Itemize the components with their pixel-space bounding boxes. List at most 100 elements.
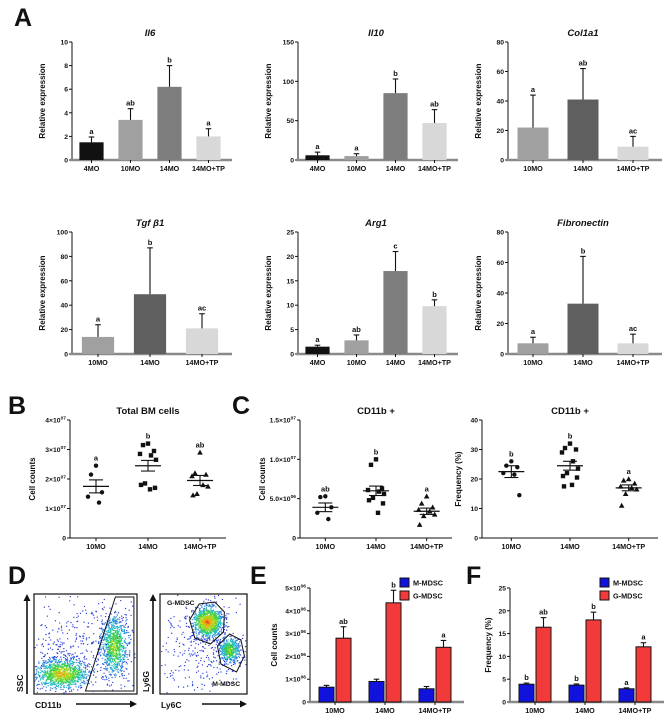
svg-text:0: 0 xyxy=(474,536,478,543)
svg-text:a: a xyxy=(89,127,94,136)
col1a1-svg: 0 20 40 60 80 10MO a 14MO ab 14MO+TP ac Col1a1 Relat… xyxy=(474,28,662,173)
panel-c-label: C xyxy=(232,392,251,420)
cd11b_freq-svg: 0 10 20 30 40 10MO b 14MO b 14MO+TP a CD11b + Freque… xyxy=(454,406,658,551)
svg-text:M-MDSC: M-MDSC xyxy=(212,681,240,688)
fibronectin-svg: 0 20 40 60 80 10MO a 14MO b 14MO+TP ac Fibronectin R… xyxy=(474,218,662,367)
svg-text:40: 40 xyxy=(496,99,504,106)
svg-text:Total BM cells: Total BM cells xyxy=(116,406,179,417)
svg-text:a: a xyxy=(624,678,629,687)
svg-text:b: b xyxy=(374,447,379,456)
svg-text:1×1006: 1×1006 xyxy=(285,675,306,684)
svg-text:b: b xyxy=(391,580,396,589)
cd11b_counts-svg: 0 5.0×1006 1.0×1007 1.5×1007 10MO ab 14MO b 14MO… xyxy=(258,406,452,551)
svg-text:b: b xyxy=(167,56,172,65)
svg-text:80: 80 xyxy=(60,254,68,261)
svg-text:100: 100 xyxy=(283,79,295,86)
chart-col1a1-bar: 0 20 40 60 80 10MO a 14MO ab 14MO+TP ac Col1a1 Relat… xyxy=(472,26,664,178)
svg-text:60: 60 xyxy=(496,69,504,76)
arg1-svg: 0 5 10 15 20 25 4MO a 10MO ab 14MO c 14MO+TP b Arg1 Rel… xyxy=(264,218,458,367)
svg-text:10MO: 10MO xyxy=(347,358,367,367)
svg-text:10MO: 10MO xyxy=(88,358,108,367)
mdsc_freq-svg: 0 5 10 15 20 25 10MO b ab 14MO b b 14MO+TP a a Frequenc… xyxy=(484,577,664,715)
svg-text:14MO: 14MO xyxy=(386,358,406,367)
svg-text:Relative expression: Relative expression xyxy=(264,255,273,330)
svg-text:80: 80 xyxy=(496,40,504,47)
svg-text:Fibronectin: Fibronectin xyxy=(557,218,609,229)
svg-text:CD11b +: CD11b + xyxy=(551,406,589,417)
svg-text:20: 20 xyxy=(470,477,478,484)
flow-plot-ssc-cd11b: SSC CD11b xyxy=(12,590,140,720)
svg-text:14MO+TP: 14MO+TP xyxy=(619,706,652,715)
svg-text:2×1007: 2×1007 xyxy=(45,475,66,484)
flow-plot-ly6g-ly6c: G-MDSC M-MDSC Ly6G Ly6C xyxy=(142,590,250,720)
svg-text:Relative expression: Relative expression xyxy=(38,63,47,138)
svg-text:Relative expression: Relative expression xyxy=(264,63,273,138)
svg-text:a: a xyxy=(315,142,320,151)
svg-text:Relative expression: Relative expression xyxy=(38,255,47,330)
svg-text:14MO: 14MO xyxy=(375,706,395,715)
svg-text:60: 60 xyxy=(496,260,504,267)
svg-text:10MO: 10MO xyxy=(523,164,543,173)
svg-text:10MO: 10MO xyxy=(325,706,345,715)
svg-text:0: 0 xyxy=(290,158,294,165)
svg-text:Frequency (%): Frequency (%) xyxy=(484,617,493,672)
svg-text:a: a xyxy=(315,335,320,344)
svg-text:14MO+TP: 14MO+TP xyxy=(612,542,645,551)
svg-text:14MO: 14MO xyxy=(575,706,595,715)
svg-text:M-MDSC: M-MDSC xyxy=(413,579,444,588)
panel-b-label: B xyxy=(8,392,27,420)
svg-text:6: 6 xyxy=(64,87,68,94)
svg-text:100: 100 xyxy=(57,230,69,237)
svg-text:14MO+TP: 14MO+TP xyxy=(418,358,451,367)
chart-fibronectin-bar: 0 20 40 60 80 10MO a 14MO b 14MO+TP ac Fibronectin R… xyxy=(472,216,664,372)
svg-text:14MO: 14MO xyxy=(140,358,160,367)
svg-text:b: b xyxy=(574,674,579,683)
svg-text:Ly6G: Ly6G xyxy=(142,671,151,692)
svg-text:2: 2 xyxy=(64,134,68,141)
il6-svg: 0 2 4 6 8 10 4MO a 10MO ab 14MO b 14MO+TP a Il6 Relativ… xyxy=(38,28,232,173)
svg-text:10: 10 xyxy=(470,506,478,513)
chart-il6-bar: 0 2 4 6 8 10 4MO a 10MO ab 14MO b 14MO+TP a Il6 Relativ… xyxy=(36,26,234,178)
svg-text:14MO: 14MO xyxy=(560,542,580,551)
chart-mdsc-counts-grouped-bar: 0 1×1006 2×1006 3×1006 4×1006 5×1006 10MO ab 14M… xyxy=(268,576,466,720)
svg-text:SSC: SSC xyxy=(15,675,25,692)
svg-text:3×1006: 3×1006 xyxy=(285,629,306,638)
svg-text:a: a xyxy=(531,327,536,336)
svg-text:M-MDSC: M-MDSC xyxy=(613,579,644,588)
svg-text:a: a xyxy=(441,630,446,639)
tgfb1-svg: 0 20 40 60 80 100 10MO a 14MO b 14MO+TP ac Tgf β1 Rel… xyxy=(38,218,232,367)
svg-text:a: a xyxy=(94,454,99,463)
svg-text:Col1a1: Col1a1 xyxy=(567,28,598,39)
mdsc_counts-svg: 01×10062×10063×10064×10065×100610MOab14M… xyxy=(270,577,464,715)
svg-text:ab: ab xyxy=(352,325,361,334)
svg-text:0: 0 xyxy=(62,536,66,543)
svg-text:4×1007: 4×1007 xyxy=(45,416,66,425)
svg-text:ab: ab xyxy=(339,617,348,626)
svg-text:14MO: 14MO xyxy=(160,164,180,173)
svg-text:a: a xyxy=(96,315,101,324)
svg-text:10: 10 xyxy=(60,40,68,47)
svg-text:20: 20 xyxy=(496,128,504,135)
svg-text:4MO: 4MO xyxy=(310,164,326,173)
chart-total-bm-scatter: 0 1×1007 2×1007 3×1007 4×1007 10MO a 14MO b 14MO+… xyxy=(26,404,234,556)
svg-text:1.5×1007: 1.5×1007 xyxy=(270,416,297,425)
svg-text:4×1006: 4×1006 xyxy=(285,606,306,615)
svg-text:0: 0 xyxy=(302,700,306,707)
svg-text:14MO: 14MO xyxy=(138,542,158,551)
svg-text:Il6: Il6 xyxy=(145,28,156,39)
svg-text:0: 0 xyxy=(292,536,296,543)
svg-text:40: 40 xyxy=(60,303,68,310)
svg-text:14MO: 14MO xyxy=(573,164,593,173)
svg-text:G-MDSC: G-MDSC xyxy=(167,600,195,607)
svg-text:5: 5 xyxy=(502,677,506,684)
svg-text:Cell counts: Cell counts xyxy=(270,623,279,667)
svg-text:0: 0 xyxy=(64,158,68,165)
svg-text:ab: ab xyxy=(579,59,588,68)
total_bm-svg: 0 1×1007 2×1007 3×1007 4×1007 10MO a 14MO b 14MO+… xyxy=(28,406,226,551)
svg-text:40: 40 xyxy=(470,418,478,425)
chart-cd11b-frequency-scatter: 0 10 20 30 40 10MO b 14MO b 14MO+TP a CD11b + Freque… xyxy=(452,404,666,556)
svg-text:8: 8 xyxy=(64,63,68,70)
svg-text:0: 0 xyxy=(64,352,68,359)
svg-text:0: 0 xyxy=(500,352,504,359)
svg-text:G-MDSC: G-MDSC xyxy=(413,592,443,601)
